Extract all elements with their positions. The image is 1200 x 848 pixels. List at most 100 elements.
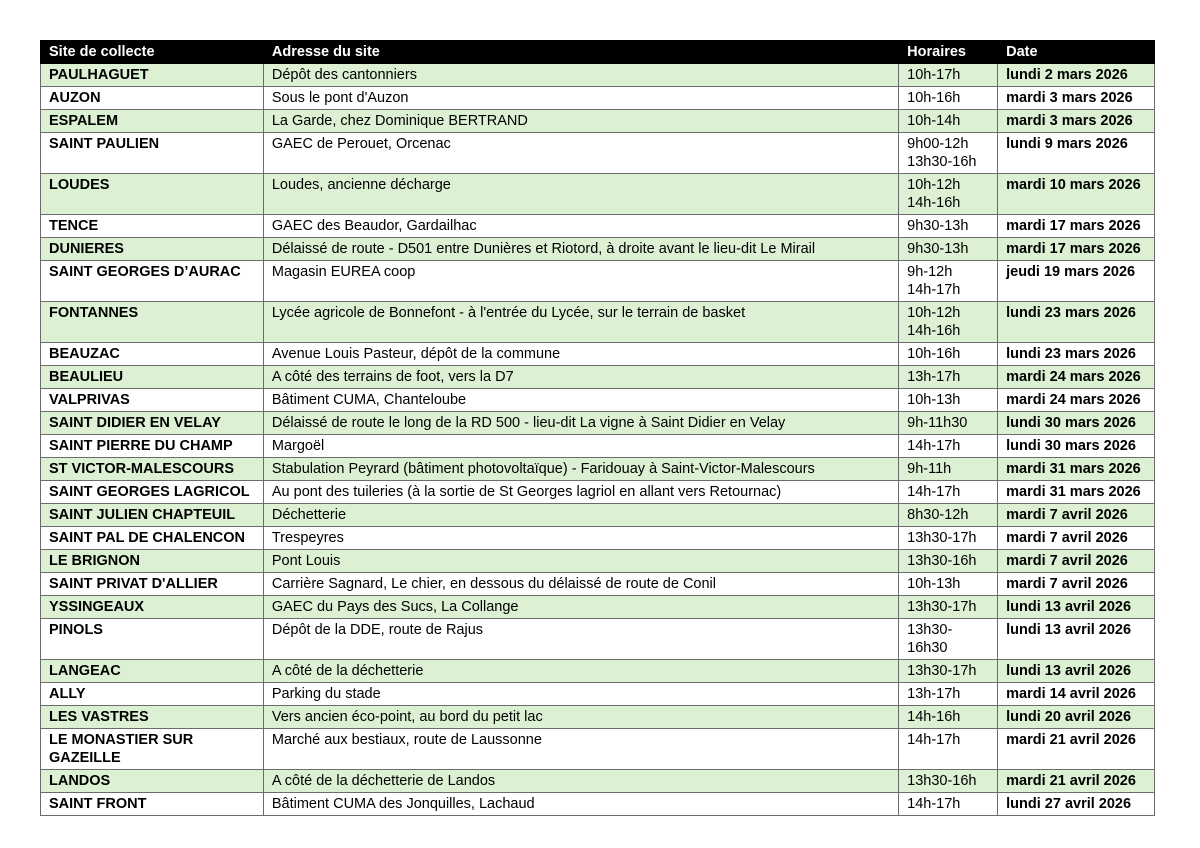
hours-cell: 13h-17h: [898, 365, 999, 389]
hours-line: 13h-17h: [907, 369, 961, 385]
hours-cell: 9h00-12h 13h30-16h: [898, 132, 999, 174]
date-cell: lundi 20 avril 2026: [997, 705, 1155, 729]
table-row: YSSINGEAUX GAEC du Pays des Sucs, La Coll…: [40, 595, 1155, 619]
site-cell: SAINT FRONT: [40, 792, 264, 816]
site-cell: ST VICTOR-MALESCOURS: [40, 457, 264, 481]
hours-cell: 10h-12h 14h-16h: [898, 173, 999, 215]
address-cell: Délaissé de route le long de la RD 500 -…: [262, 411, 900, 435]
address-cell: GAEC du Pays des Sucs, La Collange: [262, 595, 900, 619]
site-cell: BEAULIEU: [40, 365, 264, 389]
date-cell: mardi 21 avril 2026: [997, 728, 1155, 770]
hours-cell: 14h-16h: [898, 705, 999, 729]
hours-cell: 14h-17h: [898, 728, 999, 770]
address-cell: A côté de la déchetterie: [262, 659, 900, 683]
header-date: Date: [997, 40, 1155, 64]
site-cell: SAINT GEORGES LAGRICOL: [40, 480, 264, 504]
date-cell: mardi 24 mars 2026: [997, 388, 1155, 412]
table-row: AUZON Sous le pont d'Auzon 10h-16h mardi 3 …: [40, 86, 1155, 110]
address-cell: Loudes, ancienne décharge: [262, 173, 900, 215]
address-cell: Vers ancien éco-point, au bord du petit …: [262, 705, 900, 729]
site-cell: ESPALEM: [40, 109, 264, 133]
date-cell: lundi 30 mars 2026: [997, 411, 1155, 435]
hours-cell: 13h30-16h: [898, 769, 999, 793]
table-row: BEAULIEU A côté des terrains de foot, ver…: [40, 365, 1155, 389]
site-cell: VALPRIVAS: [40, 388, 264, 412]
table-row: LANDOS A côté de la déchetterie de Landos…: [40, 769, 1155, 793]
address-cell: Bâtiment CUMA, Chanteloube: [262, 388, 900, 412]
site-cell: LES VASTRES: [40, 705, 264, 729]
address-cell: Lycée agricole de Bonnefont - à l'entrée…: [262, 301, 900, 343]
table-row: SAINT GEORGES D’AURAC Magasin EUREA coop 9…: [40, 260, 1155, 302]
hours-line: 8h30-12h: [907, 507, 969, 523]
date-cell: lundi 23 mars 2026: [997, 342, 1155, 366]
hours-line: 10h-13h: [907, 392, 961, 408]
address-cell: Sous le pont d'Auzon: [262, 86, 900, 110]
date-cell: mardi 24 mars 2026: [997, 365, 1155, 389]
hours-line: 10h-16h: [907, 346, 961, 362]
header-hours: Horaires: [898, 40, 999, 64]
table-row: LES VASTRES Vers ancien éco-point, au bor…: [40, 705, 1155, 729]
table-row: SAINT DIDIER EN VELAY Délaissé de route l…: [40, 411, 1155, 435]
hours-cell: 13h30- 16h30: [898, 618, 999, 660]
site-cell: SAINT DIDIER EN VELAY: [40, 411, 264, 435]
hours-line: 14h-16h: [907, 195, 961, 211]
table-row: SAINT GEORGES LAGRICOL Au pont des tuiler…: [40, 480, 1155, 504]
date-cell: lundi 9 mars 2026: [997, 132, 1155, 174]
hours-cell: 10h-14h: [898, 109, 999, 133]
table-row: ALLY Parking du stade 13h-17h mardi 14 avri…: [40, 682, 1155, 706]
header-address: Adresse du site: [262, 40, 900, 64]
hours-cell: 10h-16h: [898, 342, 999, 366]
collection-schedule-table: Site de collecte Adresse du site Horaire…: [40, 40, 1155, 816]
table-row: BEAUZAC Avenue Louis Pasteur, dépôt de la…: [40, 342, 1155, 366]
table-row: SAINT PIERRE DU CHAMP Margoël 14h-17h lundi…: [40, 434, 1155, 458]
hours-line: 13h30-: [907, 622, 953, 638]
hours-line: 14h-16h: [907, 709, 961, 725]
hours-cell: 9h-11h: [898, 457, 999, 481]
site-cell: SAINT PAULIEN: [40, 132, 264, 174]
hours-cell: 13h30-17h: [898, 595, 999, 619]
date-cell: mardi 7 avril 2026: [997, 503, 1155, 527]
hours-line: 9h30-13h: [907, 241, 969, 257]
date-cell: jeudi 19 mars 2026: [997, 260, 1155, 302]
hours-cell: 13h30-17h: [898, 526, 999, 550]
date-cell: mardi 3 mars 2026: [997, 109, 1155, 133]
hours-cell: 10h-16h: [898, 86, 999, 110]
table-row: DUNIERES Délaissé de route - D501 entre D…: [40, 237, 1155, 261]
hours-cell: 13h30-16h: [898, 549, 999, 573]
address-cell: GAEC des Beaudor, Gardailhac: [262, 214, 900, 238]
hours-cell: 14h-17h: [898, 480, 999, 504]
address-cell: Carrière Sagnard, Le chier, en dessous d…: [262, 572, 900, 596]
site-cell: LANDOS: [40, 769, 264, 793]
hours-line: 14h-17h: [907, 282, 961, 298]
site-cell: LE MONASTIER SUR GAZEILLE: [40, 728, 264, 770]
site-cell: SAINT PAL DE CHALENCON: [40, 526, 264, 550]
hours-line: 10h-14h: [907, 113, 961, 129]
address-cell: Dépôt des cantonniers: [262, 63, 900, 87]
address-cell: Déchetterie: [262, 503, 900, 527]
site-cell: SAINT JULIEN CHAPTEUIL: [40, 503, 264, 527]
date-cell: lundi 27 avril 2026: [997, 792, 1155, 816]
site-cell: SAINT PIERRE DU CHAMP: [40, 434, 264, 458]
hours-line: 14h-17h: [907, 796, 961, 812]
hours-line: 10h-13h: [907, 576, 961, 592]
hours-cell: 10h-17h: [898, 63, 999, 87]
hours-cell: 8h30-12h: [898, 503, 999, 527]
hours-line: 13h30-17h: [907, 599, 977, 615]
date-cell: mardi 3 mars 2026: [997, 86, 1155, 110]
table-row: LE BRIGNON Pont Louis 13h30-16h mardi 7 avr…: [40, 549, 1155, 573]
date-cell: mardi 21 avril 2026: [997, 769, 1155, 793]
date-cell: mardi 7 avril 2026: [997, 549, 1155, 573]
date-cell: lundi 30 mars 2026: [997, 434, 1155, 458]
site-cell: TENCE: [40, 214, 264, 238]
table-row: SAINT PRIVAT D'ALLIER Carrière Sagnard, L…: [40, 572, 1155, 596]
hours-cell: 10h-13h: [898, 572, 999, 596]
hours-cell: 13h30-17h: [898, 659, 999, 683]
address-cell: La Garde, chez Dominique BERTRAND: [262, 109, 900, 133]
site-cell: DUNIERES: [40, 237, 264, 261]
table-row: ESPALEM La Garde, chez Dominique BERTRAND…: [40, 109, 1155, 133]
site-cell: PINOLS: [40, 618, 264, 660]
site-cell: PAULHAGUET: [40, 63, 264, 87]
table-body: PAULHAGUET Dépôt des cantonniers 10h-17h lu…: [40, 63, 1155, 816]
table-row: PINOLS Dépôt de la DDE, route de Rajus 13h…: [40, 618, 1155, 660]
hours-line: 10h-17h: [907, 67, 961, 83]
